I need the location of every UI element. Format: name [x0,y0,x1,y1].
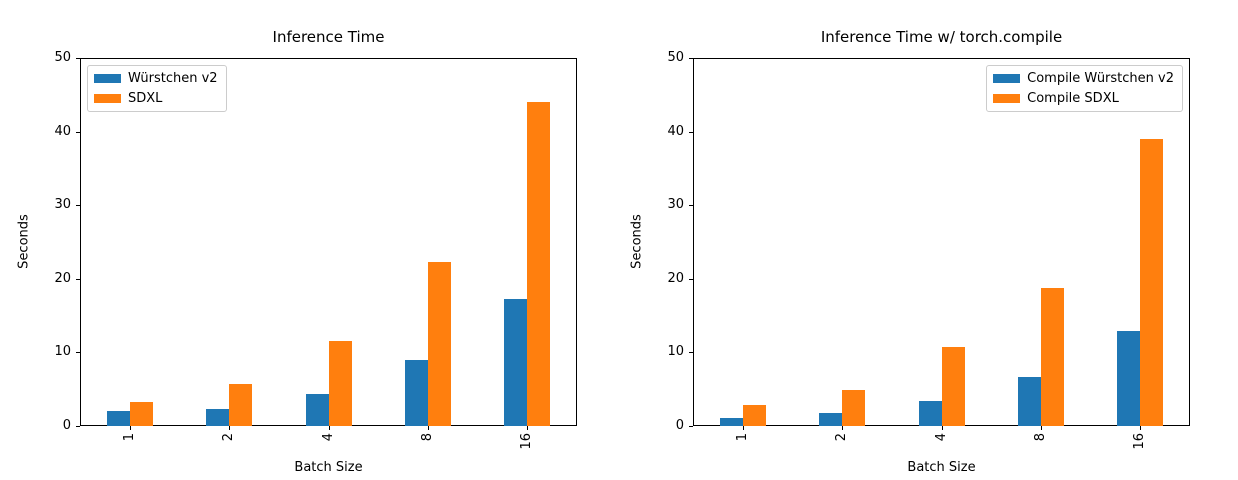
bar-compile-sdxl-batch-16 [1140,138,1164,426]
x-tick-mark [427,426,429,430]
y-tick-mark [76,205,80,207]
x-tick: 8 [416,433,440,459]
x-tick-mark [742,426,744,430]
x-tick-mark [842,426,844,430]
bar-w-rstchen-v2-batch-4 [305,393,329,426]
bar-w-rstchen-v2-batch-16 [504,298,528,426]
bar-sdxl-batch-2 [229,384,253,426]
bar-compile-w-rstchen-v2-batch-1 [719,417,743,426]
bar-sdxl-batch-4 [328,340,352,426]
y-tick-mark [689,58,693,59]
y-tick-label: 30 [667,197,684,213]
y-tick-mark [76,278,80,280]
x-tick-label: 2 [834,433,850,442]
x-tick-mark [229,426,231,430]
bar-compile-w-rstchen-v2-batch-16 [1117,331,1141,426]
bar-w-rstchen-v2-batch-2 [206,409,230,426]
bar-w-rstchen-v2-batch-1 [106,411,130,426]
legend-swatch-icon [94,94,121,103]
legend-swatch-icon [993,74,1021,83]
legend-swatch-icon [993,94,1021,103]
bar-compile-sdxl-batch-4 [941,346,965,426]
x-tick-mark [1140,426,1142,430]
x-axis-label: Batch Size [294,460,363,475]
bar-compile-sdxl-batch-1 [742,404,766,426]
x-tick-label: 4 [320,433,336,442]
y-tick-label: 10 [54,344,71,360]
y-tick-label: 50 [54,50,71,65]
legend-item-compile-w-rstchen-v2: Compile Würstchen v2 [993,71,1174,86]
y-tick-label: 50 [667,50,684,65]
y-tick-mark [76,131,80,133]
legend-item-w-rstchen-v2: Würstchen v2 [94,71,218,86]
y-tick-mark [689,278,693,280]
y-tick-label: 0 [62,418,71,433]
y-tick-mark [76,426,80,427]
y-tick-label: 30 [54,197,71,213]
bar-compile-sdxl-batch-2 [842,389,866,426]
chart-inference-time: Inference Time Seconds 0 10 20 30 40 50 1 2 4 8 16 Ba… [16,28,577,475]
chart-title: Inference Time w/ torch.compile [820,28,1063,46]
legend-item-sdxl: SDXL [94,91,218,106]
x-tick-label: 8 [1032,433,1048,442]
legend-item-compile-sdxl: Compile SDXL [993,91,1174,106]
bar-w-rstchen-v2-batch-8 [404,359,428,426]
x-tick-mark [129,426,131,430]
y-tick-label: 40 [667,123,684,139]
x-tick: 16 [515,433,539,459]
y-tick-mark [689,131,693,133]
bar-compile-sdxl-batch-8 [1040,287,1064,426]
legend: Würstchen v2 SDXL [87,65,227,112]
x-tick-mark [527,426,529,430]
bar-compile-w-rstchen-v2-batch-2 [819,412,843,426]
x-tick-label: 1 [734,433,750,442]
y-tick-label: 40 [54,123,71,139]
y-tick-mark [76,352,80,354]
x-tick-label: 16 [519,433,535,450]
x-tick-label: 4 [933,433,949,442]
y-tick-label: 10 [667,344,684,360]
y-axis-label: Seconds [16,214,32,269]
legend-label: Compile SDXL [1027,91,1119,106]
bar-compile-w-rstchen-v2-batch-8 [1017,377,1041,426]
x-tick: 4 [317,433,341,459]
y-tick-mark [689,352,693,354]
bar-compile-w-rstchen-v2-batch-4 [918,400,942,426]
legend-label: Compile Würstchen v2 [1027,71,1174,86]
legend-label: SDXL [128,91,163,106]
x-tick: 2 [217,433,241,459]
x-tick: 8 [1029,433,1053,459]
y-tick-label: 0 [675,418,684,433]
bar-sdxl-batch-1 [129,401,153,426]
legend: Compile Würstchen v2 Compile SDXL [986,65,1183,112]
y-tick-mark [689,205,693,207]
chart-title: Inference Time [272,28,385,46]
x-tick-mark [941,426,943,430]
y-axis-label: Seconds [629,214,645,269]
x-tick: 4 [930,433,954,459]
chart-inference-time-torch-compile: Inference Time w/ torch.compile Seconds 0 1… [619,0,1238,480]
x-tick-label: 8 [419,433,435,442]
bar-sdxl-batch-16 [527,102,551,426]
x-tick-label: 1 [121,433,137,442]
y-tick-label: 20 [667,270,684,286]
x-tick-label: 2 [221,433,237,442]
bar-sdxl-batch-8 [427,261,451,426]
y-tick-label: 20 [54,270,71,286]
x-tick-mark [328,426,330,430]
x-tick: 2 [830,433,854,459]
y-tick-mark [76,58,80,59]
x-tick: 16 [1128,433,1152,459]
x-tick: 1 [118,433,142,459]
y-tick-mark [689,426,693,427]
legend-label: Würstchen v2 [128,71,218,86]
legend-swatch-icon [94,74,121,83]
x-axis-label: Batch Size [907,460,976,475]
x-tick-mark [1040,426,1042,430]
x-tick: 1 [731,433,755,459]
x-tick-label: 16 [1132,433,1148,450]
